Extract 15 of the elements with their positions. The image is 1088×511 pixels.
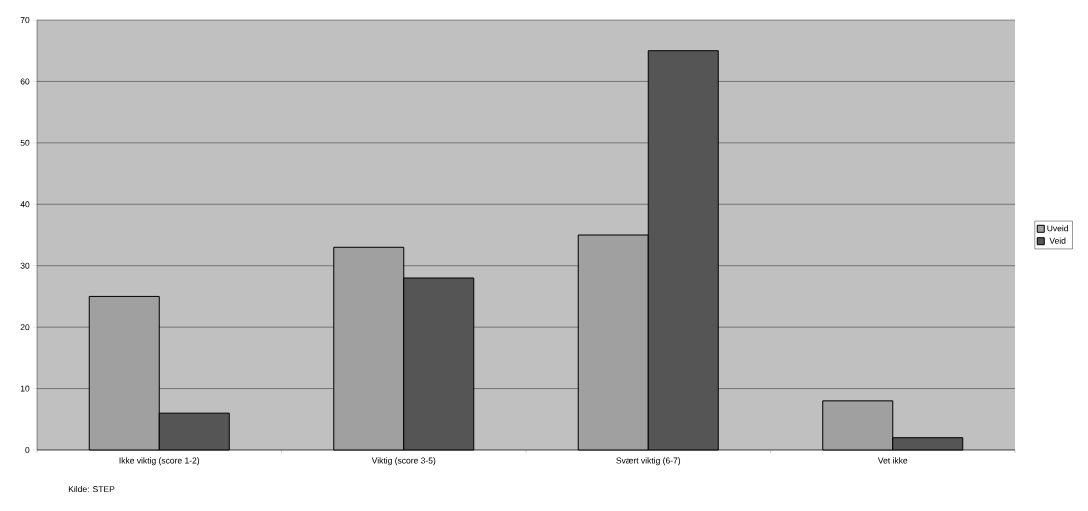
y-tick-label: 20: [20, 324, 30, 331]
y-tick-label: 0: [25, 446, 30, 453]
y-tick-label: 30: [20, 262, 30, 269]
y-tick-label: 50: [20, 139, 30, 146]
legend-label: Veid: [1049, 237, 1066, 244]
x-tick-label: Viktig (score 3-5): [371, 457, 436, 466]
y-tick-label: 10: [20, 385, 30, 392]
x-tick-label: Svært viktig (6-7): [616, 457, 681, 466]
x-tick-label: Vet ikke: [877, 457, 908, 464]
y-tick-label: 70: [20, 16, 30, 24]
text: Kilde: STEP: [68, 485, 115, 493]
y-tick-label: 60: [20, 78, 30, 85]
x-tick-label: Ikke viktig (score 1-2): [119, 457, 200, 466]
y-tick-label: 40: [20, 201, 30, 208]
legend-label: Uveid: [1047, 225, 1068, 232]
